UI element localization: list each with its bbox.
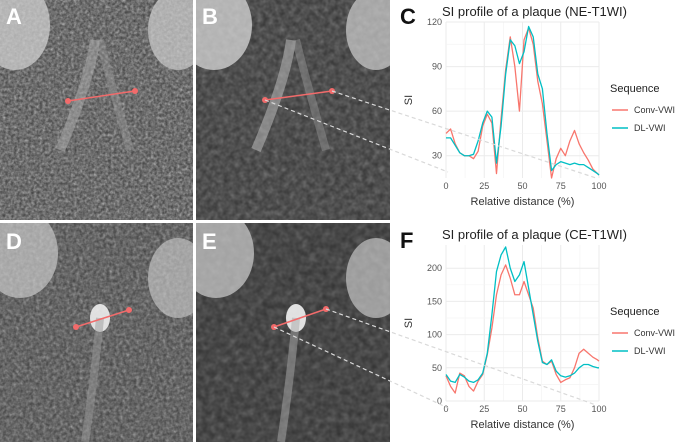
profile-end-dot-b: [329, 88, 335, 94]
mri-image-e: [196, 223, 390, 442]
image-panel-a: A: [0, 0, 193, 220]
x-tick-label-ce: 0: [443, 404, 448, 414]
grid-ce: [445, 245, 600, 402]
x-tick-label-ne: 25: [479, 181, 489, 191]
x-tick-label-ce: 25: [479, 404, 489, 414]
x-tick-label-ce: 100: [591, 404, 606, 414]
panel-letter-e: E: [202, 229, 217, 254]
profile-start-dot-e: [271, 324, 277, 330]
panel-letter-b: B: [202, 4, 218, 29]
profile-line-d: [75, 309, 130, 328]
y-tick-label-ce: 200: [427, 263, 442, 273]
legend-label-conv-vwi-ne: Conv-VWI: [634, 105, 675, 115]
legend-label-dl-vwi-ne: DL-VWI: [634, 123, 666, 133]
y-axis-title-ce: SI: [403, 318, 415, 328]
y-tick-label-ne: 90: [432, 62, 442, 72]
x-tick-label-ce: 50: [517, 404, 527, 414]
x-tick-label-ce: 75: [556, 404, 566, 414]
chart-title-f: SI profile of a plaque (CE-T1WI): [442, 227, 627, 242]
x-axis-title-ce: Relative distance (%): [471, 419, 575, 431]
legend-title-ce: Sequence: [610, 306, 660, 318]
image-panel-b: B: [196, 0, 390, 220]
panel-letter-a: A: [6, 4, 22, 29]
x-axis-title-ne: Relative distance (%): [471, 196, 575, 208]
y-tick-label-ne: 30: [432, 151, 442, 161]
profile-start-dot-d: [73, 324, 79, 330]
grid-ne: [445, 21, 600, 178]
profile-line-b: [264, 90, 333, 101]
y-tick-label-ce: 100: [427, 330, 442, 340]
y-tick-label-ce: 50: [432, 363, 442, 373]
x-tick-label-ne: 100: [591, 181, 606, 191]
si-profile-chart-ce: 0 25 50 75 100 0 50 100 150 200 Relative distance …: [403, 245, 675, 431]
legend-label-conv-vwi-ce: Conv-VWI: [634, 328, 675, 338]
panel-letter-f: F: [400, 228, 414, 253]
x-tick-label-ne: 0: [443, 181, 448, 191]
mri-image-b: [196, 0, 390, 220]
y-axis-title-ne: SI: [403, 95, 415, 105]
x-tick-label-ne: 50: [517, 181, 527, 191]
image-panel-e: E: [196, 223, 390, 442]
mri-image-d: [0, 223, 193, 442]
panel-letter-c: C: [400, 4, 416, 29]
panel-letter-d: D: [6, 229, 22, 254]
mri-image-a: [0, 0, 193, 220]
profile-end-dot-a: [132, 88, 138, 94]
si-profile-chart-ne: 0 25 50 75 100 30 60 90 120 Relative distance (%)…: [403, 17, 675, 208]
y-tick-label-ne: 120: [427, 17, 442, 27]
y-tick-label-ce: 150: [427, 296, 442, 306]
chart-title-c: SI profile of a plaque (NE-T1WI): [442, 4, 627, 19]
profile-end-dot-e: [323, 306, 329, 312]
profile-end-dot-d: [126, 307, 132, 313]
x-tick-label-ne: 75: [556, 181, 566, 191]
profile-line-e: [273, 308, 327, 328]
legend-title-ne: Sequence: [610, 83, 660, 95]
profile-line-a: [67, 90, 136, 102]
y-tick-label-ce: 0: [437, 396, 442, 406]
legend-label-dl-vwi-ce: DL-VWI: [634, 346, 666, 356]
profile-start-dot-a: [65, 98, 71, 104]
y-tick-label-ne: 60: [432, 106, 442, 116]
profile-start-dot-b: [262, 97, 268, 103]
image-panel-d: D: [0, 223, 193, 442]
